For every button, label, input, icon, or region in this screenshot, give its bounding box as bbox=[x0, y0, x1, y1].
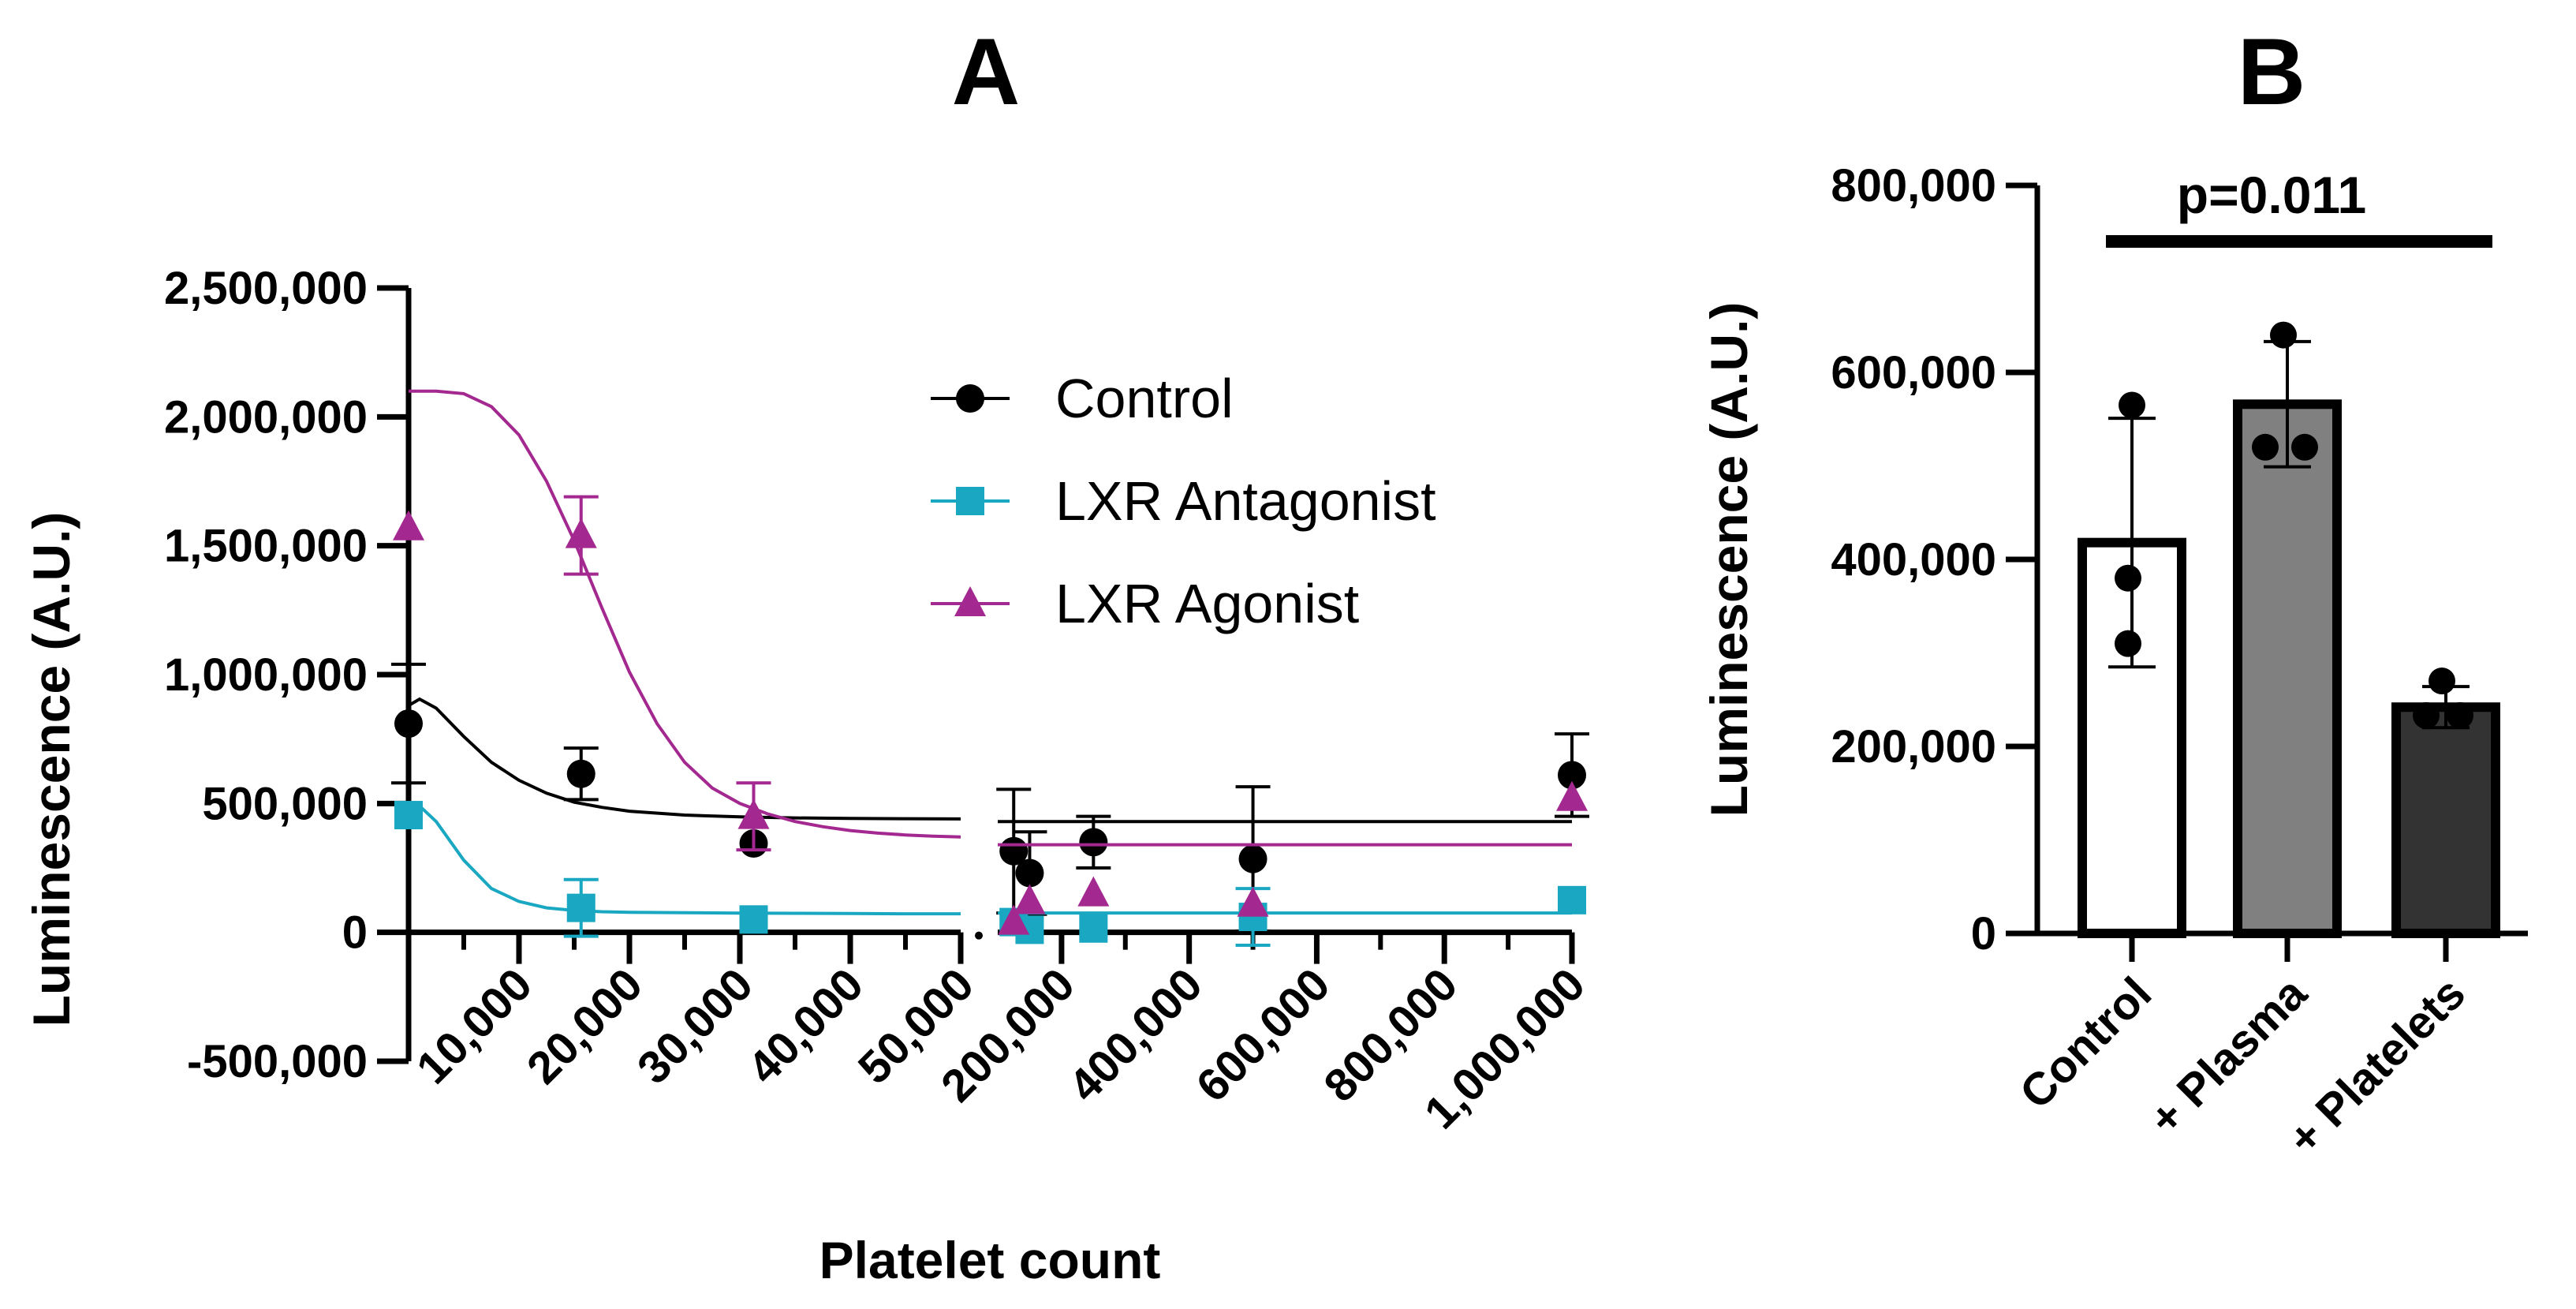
axis-break-dot bbox=[975, 931, 983, 940]
x-tick-label-a: 400,000 bbox=[1059, 959, 1212, 1112]
data-point-lxr-agonist bbox=[1237, 886, 1269, 917]
x-tick-label-b: Control bbox=[2010, 967, 2161, 1119]
y-tick-label-b: 200,000 bbox=[1831, 721, 1996, 772]
y-tick-label-a: 0 bbox=[342, 907, 368, 959]
y-axis-title-a: Luminescence (A.U.) bbox=[22, 512, 80, 1027]
legend-marker-lxr-antagonist bbox=[956, 487, 984, 515]
legend-marker-control bbox=[956, 384, 984, 413]
panel-a-plot: -500,000 0 500,000 1,000,000 1,500,000 2,000,… bbox=[22, 263, 1595, 1289]
bar-platelets bbox=[2391, 702, 2500, 938]
panel-label-a: A bbox=[952, 19, 1021, 125]
data-point-control bbox=[2115, 630, 2141, 657]
data-point-lxr-agonist bbox=[737, 798, 770, 829]
y-tick-label-a: 2,500,000 bbox=[164, 263, 368, 314]
y-tick-label-b: 400,000 bbox=[1831, 534, 1996, 585]
data-point-control bbox=[1558, 761, 1586, 790]
fit-curve-lxr-agonist bbox=[409, 389, 961, 839]
y-tick-label-a: 1,500,000 bbox=[164, 521, 368, 572]
x-tick-label-a: 600,000 bbox=[1186, 959, 1339, 1112]
x-tick-label-a: 10,000 bbox=[407, 959, 542, 1094]
fit-curve-lxr-antagonist bbox=[408, 804, 961, 916]
x-tick-label-a: 30,000 bbox=[628, 959, 763, 1094]
data-point-platelets bbox=[2413, 701, 2440, 729]
x-tick-label-a: 40,000 bbox=[738, 959, 873, 1094]
data-point-lxr-agonist bbox=[393, 510, 424, 540]
data-point-control bbox=[1079, 828, 1108, 857]
legend-label-lxr-agonist: LXR Agonist bbox=[1055, 573, 1359, 634]
data-point-lxr-antagonist bbox=[394, 801, 423, 830]
data-point-control bbox=[394, 709, 423, 739]
panel-label-b: B bbox=[2238, 19, 2306, 125]
data-point-lxr-antagonist bbox=[566, 893, 595, 922]
data-point-control bbox=[566, 759, 595, 788]
data-point-plasma bbox=[2252, 433, 2279, 461]
panel-b-plot: 0 200,000 400,000 600,000 800,000 Luminescenc… bbox=[1700, 160, 2528, 1165]
y-tick-label-b: 0 bbox=[1971, 908, 1996, 959]
data-point-plasma bbox=[2291, 433, 2318, 461]
y-tick-label-b: 800,000 bbox=[1831, 160, 1996, 211]
data-point-lxr-agonist bbox=[1556, 780, 1588, 811]
fit-curve-control bbox=[407, 697, 961, 821]
y-tick-label-a: 500,000 bbox=[202, 778, 368, 829]
y-tick-label-a: 2,000,000 bbox=[164, 391, 368, 443]
y-tick-label-a: 1,000,000 bbox=[164, 649, 368, 701]
data-point-plasma bbox=[2270, 321, 2297, 349]
y-tick-label-b: 600,000 bbox=[1831, 347, 1996, 398]
data-point-lxr-agonist bbox=[998, 904, 1030, 935]
data-point-control bbox=[1238, 844, 1267, 873]
data-point-lxr-antagonist bbox=[1079, 914, 1108, 943]
data-point-control bbox=[1015, 858, 1044, 888]
legend-label-lxr-antagonist: LXR Antagonist bbox=[1055, 470, 1436, 532]
y-axis-title-b: Luminescence (A.U.) bbox=[1700, 302, 1758, 817]
data-point-lxr-agonist bbox=[1077, 876, 1110, 907]
y-tick-label-a: -500,000 bbox=[187, 1036, 368, 1087]
data-point-lxr-antagonist bbox=[739, 905, 768, 934]
data-point-control bbox=[2115, 564, 2141, 592]
bar-plasma bbox=[2233, 399, 2342, 938]
x-axis-title-a: Platelet count bbox=[819, 1231, 1161, 1289]
x-tick-label-a: 20,000 bbox=[517, 959, 652, 1094]
data-point-platelets bbox=[2429, 668, 2455, 695]
data-point-platelets bbox=[2447, 701, 2473, 729]
data-point-control bbox=[2119, 391, 2145, 419]
p-value-label: p=0.011 bbox=[2177, 166, 2366, 224]
data-point-lxr-antagonist bbox=[1558, 885, 1586, 914]
legend-marker-lxr-agonist bbox=[954, 586, 986, 616]
data-point-lxr-agonist bbox=[1014, 884, 1046, 914]
legend-label-control: Control bbox=[1055, 368, 1234, 429]
data-point-lxr-agonist bbox=[565, 518, 597, 548]
